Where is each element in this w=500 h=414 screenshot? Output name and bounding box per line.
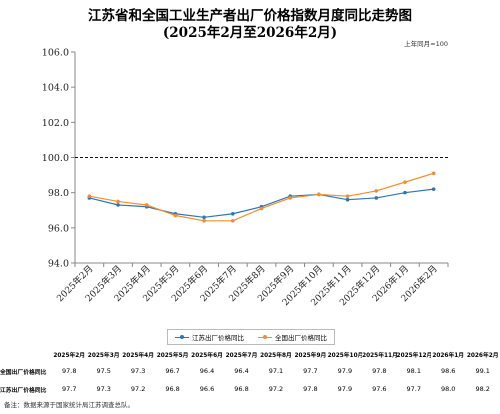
table-header-cell: 2025年9月 [294, 353, 327, 359]
table-header-cell: 2025年7月 [225, 353, 258, 359]
table-cell: 98.1 [406, 367, 421, 375]
table-cell: 98.2 [475, 385, 490, 393]
data-point-national [374, 189, 379, 193]
table-cell: 97.8 [372, 367, 387, 375]
table-header-cell: 2025年12月 [396, 353, 431, 359]
y-tick-label: 94.0 [48, 259, 69, 270]
table-row-label: 全国出厂价格同比 [0, 369, 47, 376]
table-header-cell: 2025年5月 [156, 353, 189, 359]
table-cell: 97.7 [303, 367, 318, 375]
table-cell: 97.7 [61, 385, 77, 393]
table-cell: 98.0 [440, 385, 456, 393]
data-point-jiangsu [231, 211, 235, 216]
table-cell: 97.8 [61, 367, 77, 375]
y-tick-label: 102.0 [42, 118, 69, 129]
data-point-national [345, 194, 350, 198]
table-cell: 97.3 [130, 367, 146, 375]
data-point-national [288, 196, 292, 200]
series-line-jiangsu [89, 188, 434, 218]
chart-subtitle: (2025年2月至2026年2月) [162, 25, 338, 41]
table-cell: 97.2 [268, 385, 284, 393]
table-cell: 99.1 [475, 367, 490, 375]
table-row: 全国出厂价格同比 97.8 97.5 97.3 96.7 96.4 96.4 9… [0, 362, 500, 380]
table-row: 江苏出厂价格同比 97.7 97.3 97.2 96.8 96.6 96.8 9… [0, 380, 500, 398]
table-header-cell: 2025年11月 [362, 353, 397, 359]
data-point-national [403, 180, 407, 184]
y-tick-label: 96.0 [48, 223, 69, 234]
table-header-cell: 2025年8月 [260, 353, 292, 359]
table-cell: 97.6 [372, 385, 387, 393]
data-point-national [317, 192, 321, 197]
data-point-national [231, 219, 235, 223]
chart-title: 江苏省和全国工业生产者出厂价格指数月度同比走势图 [88, 8, 412, 24]
data-table: 2025年2月 2025年3月 2025年4月 2025年5月 2025年6月 … [0, 347, 500, 398]
data-point-national [144, 203, 149, 207]
data-point-national [431, 171, 436, 176]
data-point-jiangsu [403, 190, 407, 195]
data-point-national [116, 199, 120, 204]
table-header-cell: 2025年2月 [53, 353, 86, 359]
legend-swatch-jiangsu [175, 335, 189, 339]
legend-swatch-national [258, 335, 272, 339]
data-point-jiangsu [116, 203, 120, 207]
table-cell: 97.9 [337, 385, 353, 393]
legend-item-national: 全国出厂价格同比 [258, 332, 327, 342]
footnote: 备注：数据来源于国家统计局江苏调查总队。 [4, 401, 134, 409]
line-chart: 上年同月=100 94.0 96.0 98.0 100.0 102.0 104.0 106.0… [42, 39, 449, 308]
table-cell: 96.8 [165, 385, 180, 393]
table-cell: 96.7 [165, 367, 180, 375]
table-cell: 98.6 [440, 367, 456, 375]
table-header-row: 2025年2月 2025年3月 2025年4月 2025年5月 2025年6月 … [0, 347, 500, 362]
table-cell: 97.8 [303, 385, 318, 393]
legend-label-national: 全国出厂价格同比 [275, 334, 327, 342]
table-cell: 96.4 [234, 367, 249, 375]
data-point-national [87, 194, 92, 198]
legend: 江苏出厂价格同比 全国出厂价格同比 [167, 329, 335, 345]
table-header-cell: 2026年2月 [466, 353, 499, 359]
table-row-label: 江苏出厂价格同比 [0, 387, 47, 394]
table-header-cell: 2025年10月 [327, 353, 363, 359]
table-cell: 97.3 [96, 385, 111, 393]
data-point-national [202, 219, 206, 223]
table-header-cell: 2025年6月 [191, 353, 223, 359]
data-point-jiangsu [374, 196, 379, 200]
y-tick-label: 104.0 [42, 83, 69, 94]
table-header-cell: 2026年1月 [432, 353, 465, 359]
table-cell: 96.8 [234, 385, 249, 393]
data-point-national [173, 213, 178, 218]
table-cell: 97.2 [130, 385, 146, 393]
unit-note: 上年同月=100 [404, 39, 448, 48]
table-corner-cell [0, 347, 52, 362]
y-tick-label: 106.0 [42, 48, 69, 59]
data-point-national [259, 206, 264, 211]
data-point-jiangsu [431, 187, 436, 191]
table-header-cell: 2025年3月 [87, 353, 120, 359]
legend-label-jiangsu: 江苏出厂价格同比 [192, 334, 244, 342]
y-tick-label: 100.0 [42, 153, 69, 164]
table-cell: 96.4 [199, 367, 215, 375]
table-cell: 96.6 [199, 385, 215, 393]
table-header-cell: 2025年4月 [122, 353, 155, 359]
y-tick-label: 98.0 [48, 188, 69, 199]
table-cell: 97.9 [337, 367, 353, 375]
data-point-jiangsu [345, 197, 350, 202]
table-cell: 97.1 [268, 367, 284, 375]
data-point-jiangsu [202, 215, 206, 220]
table-cell: 97.5 [96, 367, 111, 375]
legend-item-jiangsu: 江苏出厂价格同比 [175, 332, 244, 342]
table-cell: 97.7 [406, 385, 421, 393]
